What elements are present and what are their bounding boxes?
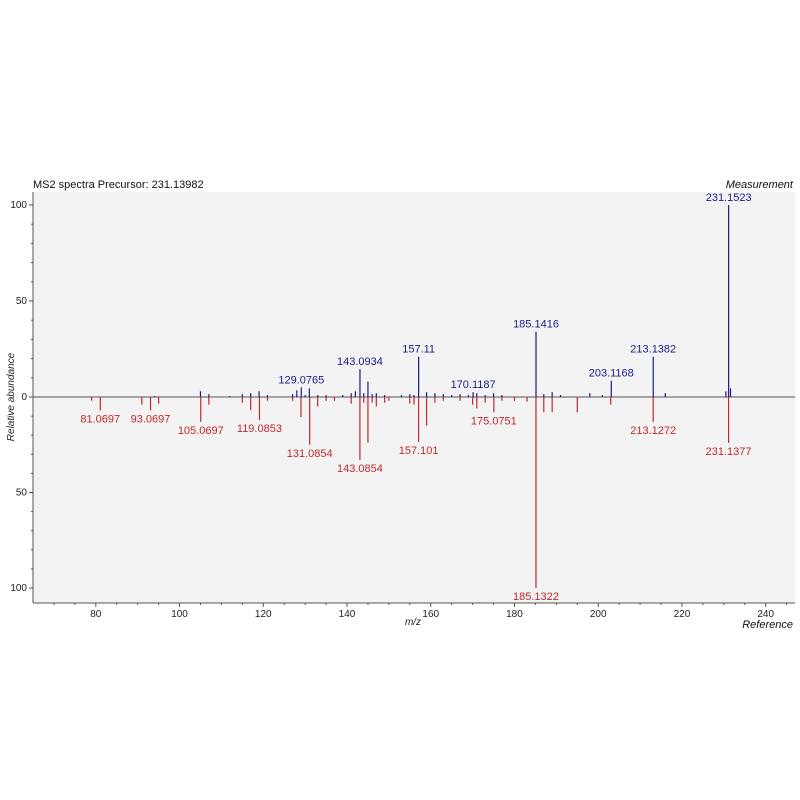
measurement-peak-label: 213.1382 [630, 344, 676, 356]
reference-peak-label: 81.0697 [80, 413, 120, 425]
x-tick-label: 200 [590, 609, 607, 620]
y-tick-label: 50 [16, 296, 28, 307]
reference-peak-label: 157.101 [399, 445, 439, 457]
reference-peak-label: 93.0697 [131, 413, 171, 425]
chart-title: MS2 spectra Precursor: 231.13982 [33, 179, 204, 191]
reference-peak-label: 105.0697 [178, 425, 224, 437]
reference-peak-label: 213.1272 [630, 425, 676, 437]
y-tick-label: 100 [10, 200, 27, 211]
measurement-peak-label: 170.1187 [451, 379, 496, 391]
x-tick-label: 100 [171, 609, 188, 620]
y-tick-label: 100 [10, 583, 27, 594]
x-tick-label: 80 [90, 609, 102, 620]
reference-label: Reference [742, 619, 793, 631]
reference-peak-label: 143.0854 [337, 463, 383, 475]
x-tick-label: 120 [255, 609, 272, 620]
reference-peak-label: 231.1377 [706, 446, 752, 458]
x-axis-label: m/z [405, 617, 421, 628]
measurement-peaks [153, 205, 732, 397]
measurement-label: Measurement [726, 179, 794, 191]
measurement-peak-label: 185.1416 [513, 319, 559, 331]
reference-peak-label: 131.0854 [287, 448, 333, 460]
reference-peak-label: 185.1322 [513, 591, 559, 603]
x-tick-label: 220 [674, 609, 691, 620]
x-tick-label: 180 [506, 609, 523, 620]
measurement-peak-label: 231.1523 [706, 192, 752, 204]
peak-labels: 129.0765 143.0934 157.11 170.1187 185.1416 20… [80, 192, 751, 603]
x-tick-label: 140 [339, 609, 356, 620]
measurement-peak-label: 203.1168 [589, 368, 634, 380]
y-axis-label: Relative abundance [6, 352, 17, 441]
x-tick-label: 240 [757, 609, 774, 620]
y-tick-label: 0 [21, 392, 27, 403]
measurement-peak-label: 129.0765 [278, 374, 324, 386]
reference-peak-label: 119.0853 [237, 423, 282, 435]
measurement-peak-label: 157.11 [402, 344, 435, 356]
measurement-peak-label: 143.0934 [337, 356, 383, 368]
y-tick-label: 50 [16, 488, 28, 499]
reference-peaks [91, 397, 730, 588]
reference-peak-label: 175.0751 [471, 415, 517, 427]
x-tick-label: 160 [422, 609, 439, 620]
